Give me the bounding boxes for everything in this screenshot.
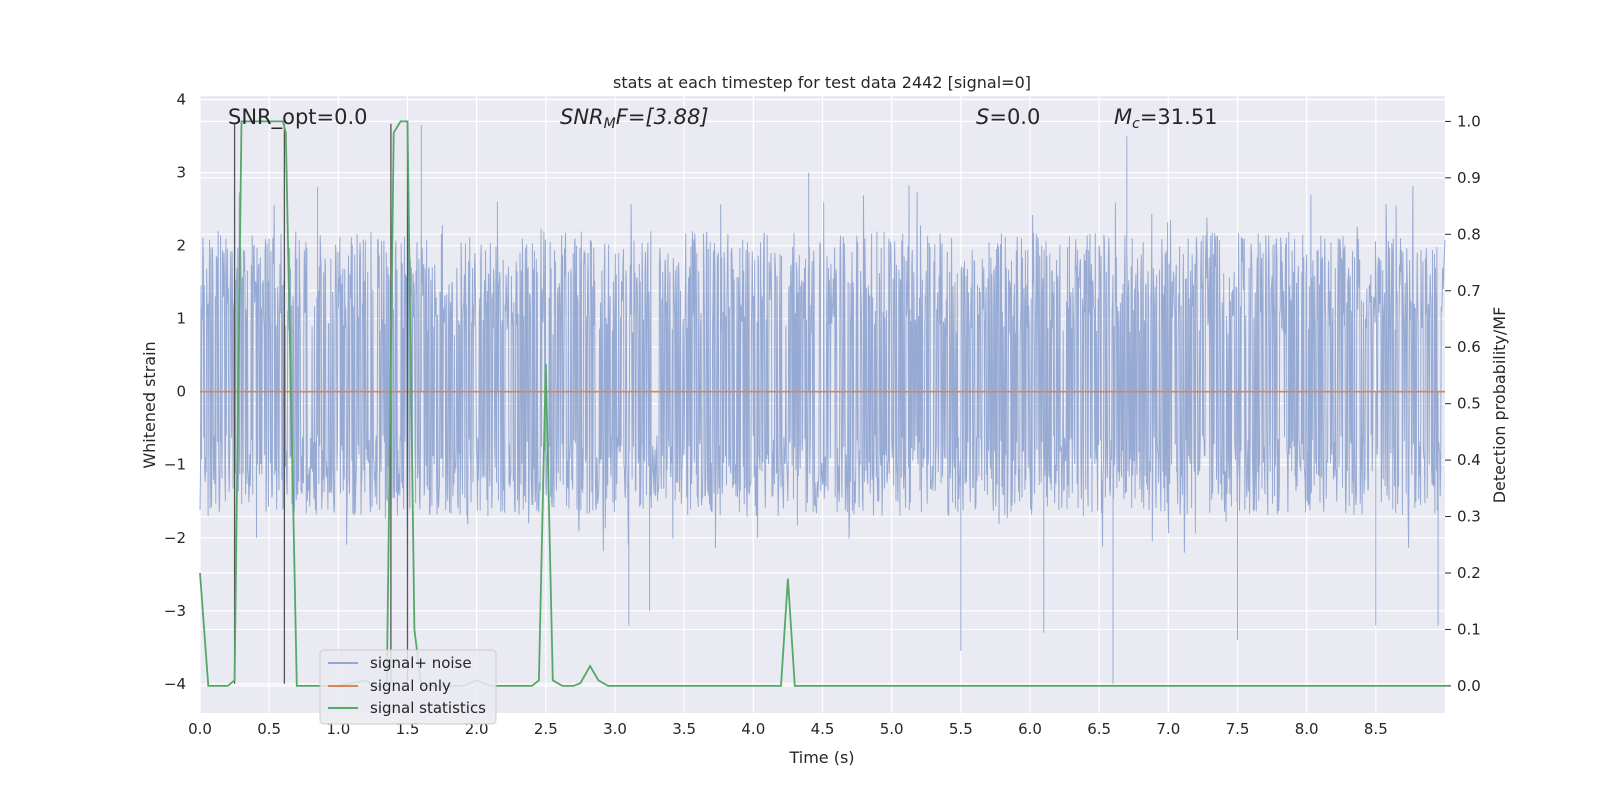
x-tick-label: 2.5 <box>534 720 558 738</box>
y-tick-label: 1 <box>176 310 186 328</box>
y-tick-label: 2 <box>176 237 186 255</box>
y-tick-label: 4 <box>176 91 186 109</box>
x-tick-label: 0.5 <box>257 720 281 738</box>
y-tick-label: −3 <box>164 602 186 620</box>
y-tick-label: 0 <box>176 383 186 401</box>
x-tick-label: 0.0 <box>188 720 212 738</box>
x-tick-label: 6.0 <box>1018 720 1042 738</box>
y-tick-label: −4 <box>164 675 186 693</box>
y-right-tick-label: 0.6 <box>1457 338 1481 356</box>
legend: signal+ noise signal only signal statist… <box>319 649 497 725</box>
annotation-s: S=0.0 <box>976 105 1040 129</box>
signal-statistics-line <box>199 120 1445 687</box>
y-axis-ticks: 4 3 2 1 0 −1 −2 −3 −4 <box>164 91 186 693</box>
y-tick-label: −2 <box>164 529 186 547</box>
y-right-tick-label: 0.1 <box>1457 620 1481 638</box>
y-right-tick-label: 0.2 <box>1457 564 1481 582</box>
annotation-mc: Mc=31.51 <box>1114 105 1218 132</box>
x-axis-label: Time (s) <box>788 748 854 767</box>
x-tick-label: 5.5 <box>949 720 973 738</box>
x-tick-label: 7.0 <box>1156 720 1180 738</box>
y-tick-label: −1 <box>164 456 186 474</box>
x-tick-label: 3.5 <box>672 720 696 738</box>
x-tick-label: 4.5 <box>811 720 835 738</box>
y-right-axis-ticks: 1.0 0.9 0.8 0.7 0.6 0.5 0.4 0.3 0.2 0.1 0.0 <box>1445 112 1481 695</box>
legend-label-signal-statistics: signal statistics <box>370 699 486 717</box>
y-right-tick-label: 0.7 <box>1457 282 1481 300</box>
x-tick-label: 4.0 <box>741 720 765 738</box>
y-right-tick-label: 0.8 <box>1457 225 1481 243</box>
legend-label-signal-only: signal only <box>370 677 451 695</box>
x-axis-ticks: 0.0 0.5 1.0 1.5 2.0 2.5 3.0 3.5 4.0 4.5 5.0 5.5 6.0 6… <box>188 720 1388 738</box>
y-right-tick-label: 0.5 <box>1457 395 1481 413</box>
y-right-tick-label: 0.0 <box>1457 677 1481 695</box>
y-right-axis-label: Detection probability/MF <box>1490 307 1509 504</box>
x-tick-label: 6.5 <box>1087 720 1111 738</box>
x-tick-label: 5.0 <box>880 720 904 738</box>
y-right-tick-label: 1.0 <box>1457 112 1481 130</box>
y-right-tick-label: 0.4 <box>1457 451 1481 469</box>
legend-label-signal-noise: signal+ noise <box>370 654 472 672</box>
x-tick-label: 7.5 <box>1226 720 1250 738</box>
chart-title: stats at each timestep for test data 244… <box>613 73 1031 92</box>
y-right-tick-label: 0.3 <box>1457 508 1481 526</box>
series-signal-statistics <box>199 120 1445 687</box>
x-tick-label: 3.0 <box>603 720 627 738</box>
x-tick-label: 8.0 <box>1295 720 1319 738</box>
legend-box <box>319 649 497 725</box>
annotation-snr-opt: SNR_opt=0.0 <box>228 105 368 130</box>
y-right-tick-label: 0.9 <box>1457 169 1481 187</box>
y-tick-label: 3 <box>176 164 186 182</box>
annotation-snr-mf: SNRMF=[3.88] <box>560 105 709 132</box>
y-axis-label: Whitened strain <box>140 341 159 468</box>
x-tick-label: 8.5 <box>1364 720 1388 738</box>
